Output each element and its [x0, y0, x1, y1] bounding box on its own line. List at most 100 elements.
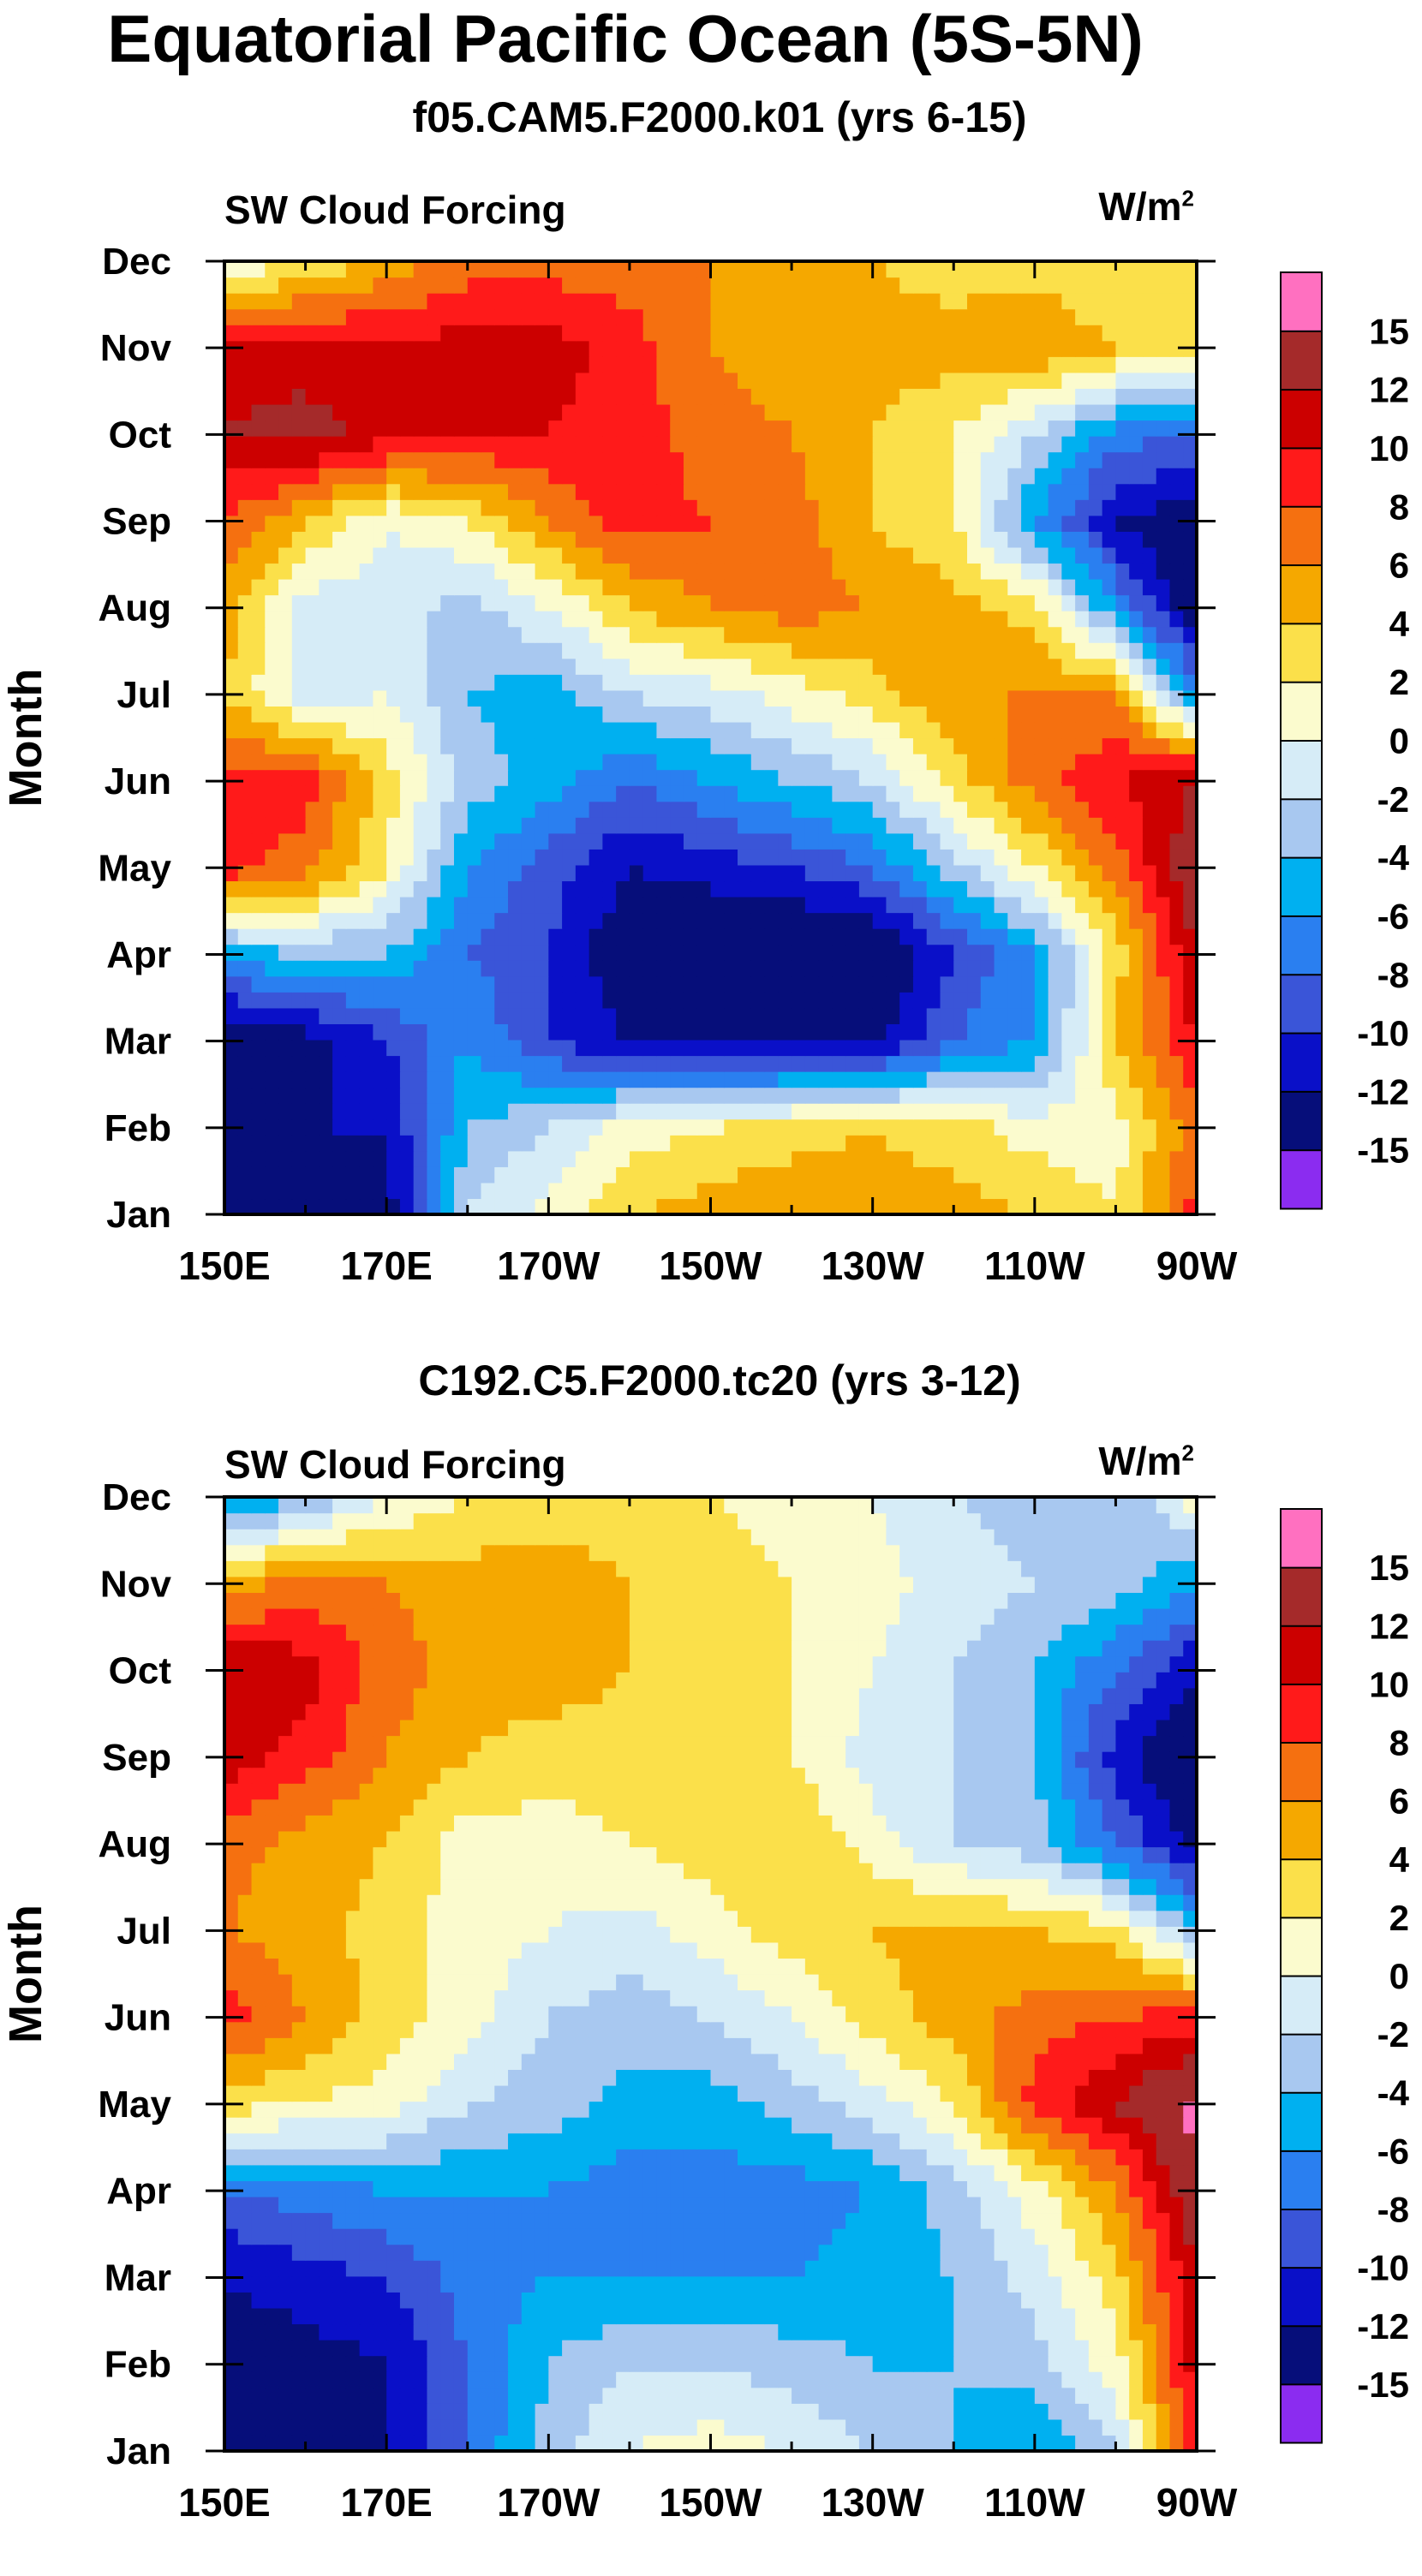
contour-cell: [764, 658, 779, 675]
contour-cell: [967, 325, 982, 342]
contour-cell: [656, 451, 671, 468]
contour-cell: [750, 928, 766, 945]
contour-cell: [872, 1198, 887, 1215]
contour-cell: [535, 468, 549, 485]
contour-cell: [724, 960, 738, 977]
contour-cell: [481, 356, 495, 373]
contour-cell: [237, 1071, 253, 1088]
contour-cell: [373, 388, 387, 405]
contour-cell: [453, 436, 469, 453]
contour-cell: [521, 1182, 536, 1200]
contour-cell: [980, 2340, 995, 2357]
contour-cell: [1156, 1103, 1171, 1120]
contour-cell: [481, 689, 495, 707]
contour-cell: [1156, 611, 1171, 628]
contour-cell: [1169, 2371, 1184, 2388]
contour-cell: [224, 420, 239, 437]
contour-cell: [818, 1055, 833, 1072]
contour-cell: [494, 594, 509, 611]
contour-cell: [818, 546, 833, 564]
contour-cell: [1021, 451, 1036, 468]
contour-cell: [872, 642, 887, 659]
contour-cell: [710, 721, 725, 739]
contour-cell: [413, 261, 428, 278]
contour-cell: [535, 880, 549, 897]
contour-cell: [642, 420, 658, 437]
contour-cell: [792, 975, 806, 993]
contour-cell: [508, 721, 523, 739]
contour-cell: [1034, 626, 1049, 643]
contour-cell: [1156, 912, 1171, 929]
contour-cell: [656, 2340, 671, 2357]
contour-cell: [616, 785, 630, 802]
contour-cell: [1021, 785, 1036, 802]
contour-cell: [1102, 801, 1117, 818]
contour-cell: [710, 769, 725, 786]
contour-cell: [616, 864, 630, 882]
contour-cell: [683, 626, 698, 643]
contour-cell: [399, 372, 415, 389]
contour-cell: [710, 1007, 725, 1024]
contour-cell: [1156, 642, 1171, 659]
contour-cell: [886, 483, 900, 500]
contour-cell: [1075, 1071, 1090, 1088]
contour-cell: [494, 880, 509, 897]
contour-cell: [251, 642, 266, 659]
contour-cell: [926, 849, 941, 866]
contour-cell: [1142, 2435, 1157, 2452]
contour-cell: [1183, 1135, 1198, 1152]
contour-cell: [724, 721, 738, 739]
contour-cell: [589, 975, 603, 993]
contour-cell: [1115, 689, 1130, 707]
contour-cell: [670, 308, 684, 325]
contour-cell: [778, 785, 792, 802]
contour-cell: [1075, 832, 1090, 850]
contour-cell: [1102, 293, 1117, 310]
contour-cell: [994, 975, 1008, 993]
contour-cell: [656, 626, 671, 643]
contour-cell: [670, 2387, 684, 2404]
contour-cell: [1048, 706, 1062, 723]
contour-cell: [1142, 849, 1157, 866]
contour-cell: [467, 960, 482, 977]
contour-cell: [1169, 1166, 1184, 1184]
contour-cell: [413, 2403, 428, 2420]
contour-cell: [1102, 340, 1117, 357]
contour-cell: [710, 420, 725, 437]
contour-cell: [764, 563, 779, 580]
contour-cell: [899, 975, 914, 993]
contour-cell: [710, 308, 725, 325]
contour-cell: [670, 1182, 684, 1200]
contour-cell: [926, 1103, 941, 1120]
contour-cell: [1061, 420, 1076, 437]
contour-cell: [778, 912, 792, 929]
contour-cell: [427, 2371, 441, 2388]
contour-cell: [1021, 849, 1036, 866]
contour-cell: [683, 356, 698, 373]
contour-cell: [1021, 277, 1036, 294]
contour-cell: [575, 2435, 590, 2452]
contour-cell: [521, 944, 536, 961]
contour-cell: [1088, 737, 1103, 754]
contour-cell: [1115, 388, 1130, 405]
contour-cell: [980, 1135, 995, 1152]
contour-cell: [291, 1150, 307, 1167]
contour-cell: [1156, 689, 1171, 707]
contour-cell: [373, 737, 387, 754]
contour-cell: [548, 975, 563, 993]
contour-cell: [832, 992, 846, 1009]
contour-cell: [278, 308, 293, 325]
contour-cell: [940, 769, 954, 786]
contour-cell: [886, 912, 900, 929]
contour-cell: [750, 546, 766, 564]
contour-cell: [656, 1135, 671, 1152]
contour-cell: [1061, 2435, 1076, 2452]
contour-cell: [1021, 975, 1036, 993]
contour-cell: [792, 451, 806, 468]
contour-cell: [792, 1198, 806, 1215]
contour-cell: [656, 928, 671, 945]
contour-cell: [858, 1150, 874, 1167]
contour-cell: [764, 674, 779, 691]
contour-cell: [589, 546, 603, 564]
contour-cell: [872, 880, 887, 897]
